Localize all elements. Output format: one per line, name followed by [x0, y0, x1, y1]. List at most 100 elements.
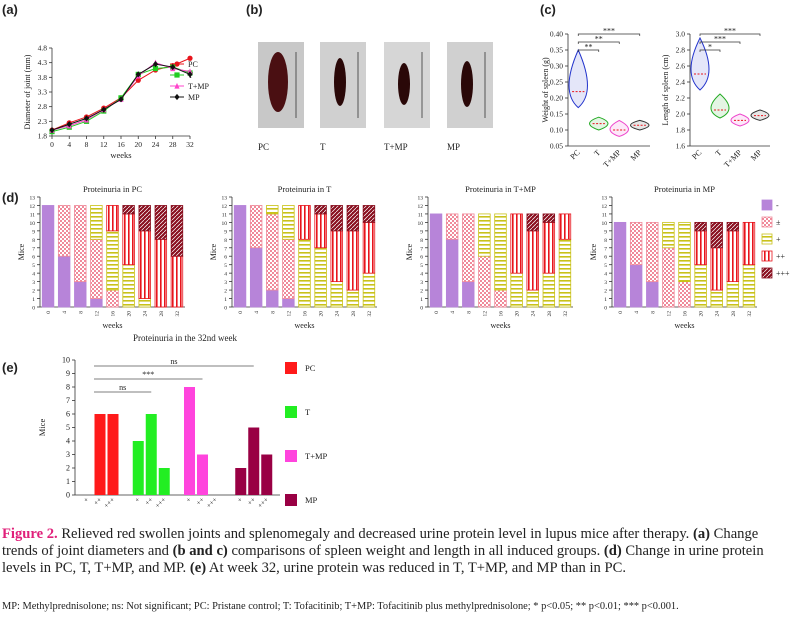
chart-title: Proteinuria in the 32nd week: [133, 333, 237, 343]
panel-title: Proteinuria in MP: [654, 184, 715, 194]
sig-bracket: [577, 41, 620, 44]
x-tick-label: 20: [127, 311, 133, 317]
x-tick-label: T: [592, 148, 602, 158]
y-tick-label: 7: [66, 396, 70, 405]
sig-bracket: [699, 33, 761, 36]
y-tick-label: 13: [602, 196, 608, 202]
bar-segment: [362, 205, 376, 223]
bar-segment: [694, 221, 707, 232]
y-axis-label: Mice: [17, 243, 26, 260]
bar-segment: [510, 272, 523, 308]
marker: [174, 72, 180, 78]
y-tick-label: 7: [32, 246, 35, 252]
x-tick-label: 16: [111, 311, 117, 317]
x-tick-label: 16: [117, 140, 125, 149]
y-tick-label: 2.8: [676, 46, 686, 55]
marker: [152, 65, 159, 72]
bar-segment: [494, 289, 507, 308]
marker: [135, 77, 141, 83]
x-tick-label: 4: [62, 311, 68, 314]
y-tick-label: 0.20: [550, 94, 563, 103]
bar-segment: [346, 289, 360, 308]
y-tick-label: 1: [420, 297, 423, 303]
spleen: [334, 58, 346, 106]
legend-label: -: [776, 201, 779, 210]
sig-bracket: [577, 33, 641, 36]
bar-segment: [266, 213, 279, 291]
x-tick-label: PC: [568, 148, 581, 161]
y-tick-label: 13: [30, 196, 36, 202]
sig-bracket: [699, 49, 721, 52]
y-tick-label: 10: [62, 356, 70, 365]
caption-text: Relieved red swollen joints and splenome…: [61, 526, 690, 542]
bar: [197, 454, 208, 495]
caption-text: Change in urine protein levels in PC, T,…: [2, 543, 764, 576]
marker: [174, 61, 180, 67]
sig-label: **: [585, 43, 593, 52]
y-tick-label: 10: [30, 221, 36, 227]
x-tick-label: 12: [482, 311, 488, 317]
y-tick-label: 4: [32, 272, 35, 278]
bar-segment: [362, 272, 376, 308]
y-tick-label: 6: [604, 255, 607, 261]
x-tick-label: +++: [154, 496, 168, 510]
bar: [132, 441, 144, 495]
x-tick-label: 32: [186, 140, 194, 149]
bar-segment: [542, 213, 556, 223]
y-tick-label: 1: [604, 297, 607, 303]
bar-segment: [138, 205, 151, 232]
violin: [609, 119, 629, 137]
sig-label: ***: [724, 27, 736, 36]
y-tick-label: 0.15: [550, 110, 563, 119]
legend-swatch: [285, 450, 297, 462]
legend-label: PC: [188, 60, 198, 69]
x-tick-label: 20: [135, 140, 143, 149]
y-tick-label: 0.35: [550, 46, 563, 55]
bar-segment: [526, 230, 539, 291]
legend-swatch: [761, 216, 773, 228]
x-tick-label: 24: [335, 311, 341, 317]
y-tick-label: 0: [66, 491, 70, 500]
y-tick-label: 11: [222, 212, 228, 218]
y-tick-label: 9: [420, 229, 423, 235]
x-tick-label: 0: [50, 140, 54, 149]
y-tick-label: 0: [32, 306, 35, 312]
x-tick-label: T+MP: [722, 148, 744, 170]
bar-segment: [462, 281, 475, 308]
caption: Figure 2. Relieved red swollen joints an…: [2, 526, 790, 577]
bar-segment: [678, 221, 691, 283]
legend-label: ±: [776, 218, 781, 227]
panel-label: (d): [2, 190, 19, 205]
y-tick-label: 5: [32, 263, 35, 269]
y-tick-label: 11: [602, 212, 608, 218]
bar-segment: [710, 289, 723, 308]
marker: [170, 63, 176, 71]
x-tick-label: MP: [749, 148, 764, 163]
marker: [187, 71, 193, 78]
x-tick-label: +++: [102, 496, 116, 510]
bar-segment: [106, 205, 119, 232]
sig-label: ***: [142, 370, 154, 379]
bar-segment: [57, 255, 71, 308]
marker: [152, 61, 159, 68]
y-tick-label: 4: [420, 272, 423, 278]
bar: [261, 454, 273, 495]
spleen: [461, 61, 473, 107]
bar-segment: [122, 264, 135, 308]
bar-segment: [694, 230, 707, 266]
y-tick-label: 1.6: [676, 142, 686, 151]
y-tick-label: 3: [66, 450, 70, 459]
bar-segment: [282, 205, 295, 240]
bar-segment: [41, 205, 55, 308]
x-axis-label: weeks: [491, 321, 511, 330]
x-tick-label: 12: [286, 311, 292, 317]
legend-swatch: [761, 233, 773, 245]
bar-segment: [57, 205, 71, 257]
bar-segment: [90, 238, 103, 299]
x-tick-label: T: [714, 148, 724, 158]
y-tick-label: 1: [224, 297, 227, 303]
marker: [101, 106, 107, 113]
bar-segment: [542, 272, 556, 308]
panel-title: Proteinuria in T+MP: [465, 184, 536, 194]
marker: [174, 82, 180, 89]
